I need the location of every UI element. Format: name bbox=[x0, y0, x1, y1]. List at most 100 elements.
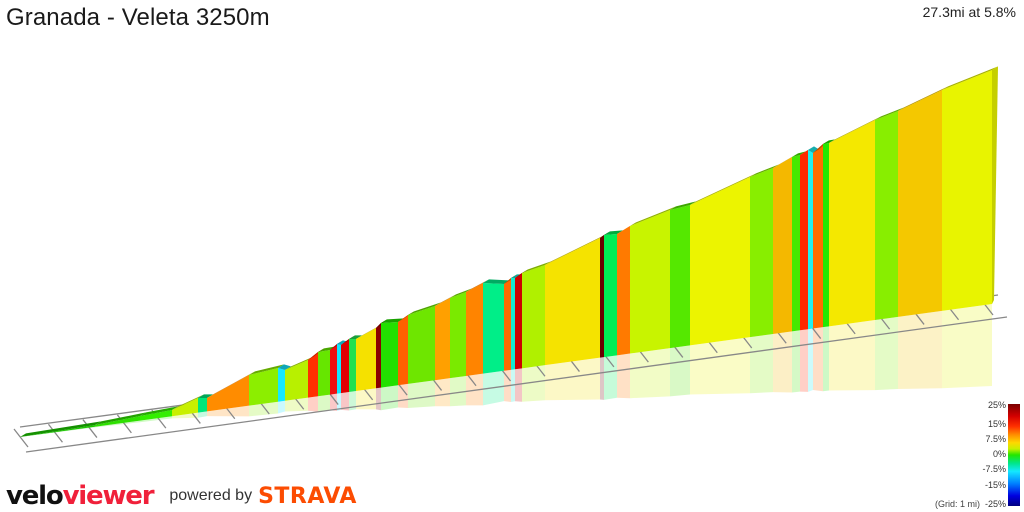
profile-segment bbox=[356, 328, 376, 392]
profile-segment-top bbox=[829, 116, 881, 143]
profile-segment-top bbox=[750, 164, 779, 177]
legend-label-neg-7-5: -7.5% bbox=[982, 464, 1006, 474]
profile-segment bbox=[308, 352, 318, 398]
profile-segment-top bbox=[511, 274, 521, 278]
profile-segment bbox=[690, 177, 750, 346]
profile-segment bbox=[337, 344, 341, 394]
profile-segment bbox=[466, 283, 483, 376]
legend-label-neg-15: -15% bbox=[984, 480, 1006, 490]
profile-segment-top bbox=[95, 412, 146, 425]
profile-segment-top bbox=[792, 151, 806, 157]
profile-segment-top bbox=[381, 318, 404, 323]
profile-segment bbox=[630, 210, 670, 354]
profile-segment-top bbox=[823, 139, 835, 144]
profile-segment bbox=[800, 150, 808, 331]
profile-segment bbox=[670, 205, 690, 349]
profile-segment bbox=[207, 375, 249, 412]
profile-segment bbox=[249, 368, 278, 406]
profile-segment bbox=[813, 144, 823, 329]
profile-segment bbox=[376, 323, 381, 389]
profile-segment-top bbox=[522, 261, 551, 273]
profile-segment-top bbox=[690, 173, 756, 205]
profile-segment bbox=[318, 350, 330, 397]
profile-segment-top bbox=[875, 107, 904, 120]
profile-segment bbox=[617, 226, 630, 356]
legend-label-15: 15% bbox=[987, 419, 1006, 429]
profile-segment-top bbox=[207, 371, 255, 398]
profile-segment bbox=[515, 273, 522, 370]
legend-label-7-5: 7.5% bbox=[985, 434, 1006, 444]
profile-segment-top bbox=[172, 394, 204, 410]
profile-segment bbox=[792, 155, 800, 332]
profile-segment bbox=[341, 339, 349, 394]
profile-segment-top bbox=[670, 201, 696, 210]
profile-segment bbox=[285, 360, 308, 401]
profile-segment bbox=[504, 278, 511, 371]
profile-segment bbox=[349, 339, 356, 392]
profile-segment bbox=[829, 120, 875, 327]
profile-segment bbox=[942, 70, 992, 311]
profile-segment bbox=[808, 150, 813, 330]
profile-segment-top bbox=[942, 66, 998, 90]
legend-label-neg-25: -25% bbox=[984, 499, 1006, 509]
profile-segment bbox=[875, 111, 898, 321]
logo-velo: velo bbox=[6, 481, 64, 511]
grid-scale-note: (Grid: 1 mi) bbox=[935, 499, 980, 509]
gradient-color-scale bbox=[1008, 404, 1020, 506]
profile-segment bbox=[823, 143, 829, 328]
profile-segment-top bbox=[545, 234, 606, 265]
veloviewer-logo[interactable]: veloviewer bbox=[6, 481, 155, 511]
profile-segment bbox=[898, 90, 942, 317]
gradient-legend: 25% 15% 7.5% 0% -7.5% -15% -25% bbox=[944, 398, 1024, 512]
profile-segment-top bbox=[337, 340, 347, 345]
profile-segment-top bbox=[808, 146, 819, 153]
profile-segment-top bbox=[140, 406, 178, 416]
profile-segment bbox=[511, 278, 515, 370]
profile-segment-top bbox=[356, 324, 382, 339]
profile-segment-top bbox=[198, 394, 213, 398]
profile-segment bbox=[604, 234, 617, 358]
profile-segment bbox=[198, 398, 207, 413]
profile-segments bbox=[20, 66, 998, 437]
profile-segment-top bbox=[898, 86, 948, 111]
profile-segment-top bbox=[318, 346, 336, 352]
profile-segment bbox=[381, 322, 398, 388]
profile-segment bbox=[278, 368, 285, 402]
profile-segment-top bbox=[483, 279, 510, 284]
profile-segment bbox=[600, 235, 604, 358]
profile-segment-top bbox=[604, 230, 623, 235]
profile-segment-top bbox=[20, 421, 101, 437]
profile-reflection bbox=[20, 304, 992, 437]
profile-segment-top bbox=[450, 288, 472, 298]
profile-segment bbox=[95, 416, 140, 427]
strava-logo[interactable]: STRAVA bbox=[258, 483, 357, 509]
profile-segment-top bbox=[349, 335, 362, 339]
legend-label-25: 25% bbox=[987, 400, 1006, 410]
powered-by-text: powered by bbox=[169, 487, 253, 504]
profile-segment-top bbox=[285, 356, 314, 370]
profile-segment bbox=[330, 344, 337, 395]
profile-segment-top bbox=[630, 206, 676, 226]
profile-segment-top bbox=[249, 364, 284, 375]
profile-segment bbox=[398, 315, 408, 386]
profile-segment bbox=[450, 292, 466, 379]
profile-segment-top bbox=[773, 153, 798, 168]
profile-segment bbox=[750, 168, 773, 338]
legend-label-0: 0% bbox=[992, 449, 1006, 459]
profile-segment bbox=[172, 398, 198, 417]
profile-segment bbox=[140, 410, 172, 421]
profile-segment bbox=[408, 306, 435, 384]
footer-branding: veloviewer powered by STRAVA bbox=[6, 482, 357, 510]
profile-segment-top bbox=[408, 302, 441, 315]
profile-segment-top bbox=[278, 364, 291, 370]
route-summary: 27.3mi at 5.8% bbox=[922, 4, 1016, 20]
page-title: Granada - Veleta 3250m bbox=[6, 4, 270, 31]
logo-viewer: viewer bbox=[62, 481, 155, 511]
profile-segment bbox=[545, 238, 600, 366]
profile-segment-top bbox=[466, 279, 489, 292]
profile-segment bbox=[483, 283, 504, 374]
profile-segment bbox=[773, 157, 792, 334]
profile-segment bbox=[522, 265, 545, 369]
profile-segment bbox=[435, 298, 450, 381]
